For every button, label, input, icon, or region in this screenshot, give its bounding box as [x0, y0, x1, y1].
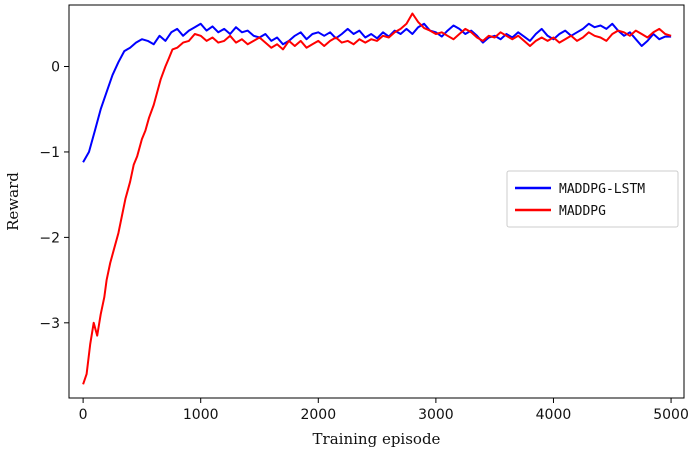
series-layer: [82, 12, 672, 385]
y-axis-title: Reward: [4, 172, 22, 231]
legend-label-maddpg-lstm: MADDPG-LSTM: [559, 182, 645, 197]
legend-box: [506, 170, 679, 228]
legend: MADDPG-LSTM MADDPG: [506, 170, 679, 228]
series-line-maddpg: [82, 12, 672, 385]
legend-label-maddpg: MADDPG: [559, 204, 606, 219]
x-tick-label: 3000: [418, 407, 454, 423]
plot-frame: [68, 4, 685, 399]
x-axis-title: Training episode: [313, 430, 441, 448]
x-tick-label: 5000: [653, 407, 689, 423]
x-tick-label: 1000: [183, 407, 219, 423]
axes-layer: 0 1000 2000 3000 4000 5000 −3 −2 −1 0: [39, 4, 689, 423]
y-tick-label: 0: [51, 60, 60, 76]
x-tick-label: 2000: [300, 407, 336, 423]
series-line-maddpg-lstm: [82, 22, 672, 163]
x-tick-label: 4000: [536, 407, 572, 423]
x-tick-label: 0: [79, 407, 88, 423]
y-tick-label: −3: [39, 316, 60, 332]
y-tick-label: −2: [39, 230, 60, 246]
y-tick-label: −1: [39, 145, 60, 161]
